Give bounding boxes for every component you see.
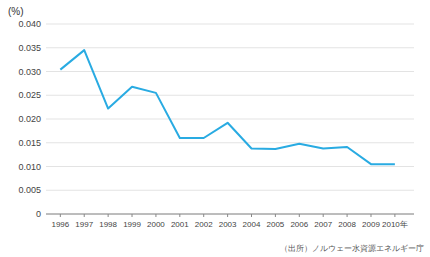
x-tick-label: 2010年 [382,220,408,229]
chart: 0 0.005 0.010 0.015 0.020 0.025 0.030 0.035 0.04… [0,0,430,257]
y-tick-label: 0 [36,209,41,219]
x-tick [179,214,180,217]
x-tick [60,214,61,217]
x-tick-label: 1999 [123,220,141,229]
x-tick-label: 2005 [267,220,285,229]
y-tick-label: 0.030 [18,67,41,77]
x-tick [108,214,109,217]
grid-line [46,24,414,25]
x-tick-label: 1998 [99,220,117,229]
grid-line [46,95,414,96]
x-tick-label: 2004 [243,220,261,229]
x-tick-label: 2003 [219,220,237,229]
x-tick-label: 2002 [195,220,213,229]
x-tick [203,214,204,217]
y-axis-label: (%) [8,6,24,17]
x-tick-label: 2008 [338,220,356,229]
y-tick-label: 0.040 [18,19,41,29]
grid-line [46,166,414,167]
x-tick-label: 2006 [290,220,308,229]
grid-line [46,119,414,120]
x-tick [251,214,252,217]
x-tick-label: 2000 [147,220,165,229]
grid-line [46,142,414,143]
x-tick [394,214,395,217]
line [60,50,395,164]
y-tick-label: 0.015 [18,138,41,148]
x-tick [155,214,156,217]
grid-line [46,71,414,72]
grid-line [46,190,414,191]
grid-line [46,47,414,48]
x-tick [347,214,348,217]
x-tick-label: 2007 [314,220,332,229]
x-tick-label: 1996 [51,220,69,229]
x-tick [227,214,228,217]
source-note: （出所）ノルウェー水資源エネルギー庁 [280,244,424,253]
y-tick-label: 0.025 [18,90,41,100]
x-tick [323,214,324,217]
y-tick-label: 0.035 [18,43,41,53]
x-axis-line [46,214,414,215]
x-tick [299,214,300,217]
x-tick-label: 1997 [75,220,93,229]
x-tick [275,214,276,217]
grid-line [46,214,414,215]
y-tick-label: 0.010 [18,162,41,172]
x-tick [84,214,85,217]
x-tick [132,214,133,217]
y-tick-label: 0.005 [18,185,41,195]
x-tick [370,214,371,217]
x-tick-label: 2001 [171,220,189,229]
x-tick-label: 2009 [362,220,380,229]
y-tick-label: 0.020 [18,114,41,124]
plot-area [60,50,395,164]
